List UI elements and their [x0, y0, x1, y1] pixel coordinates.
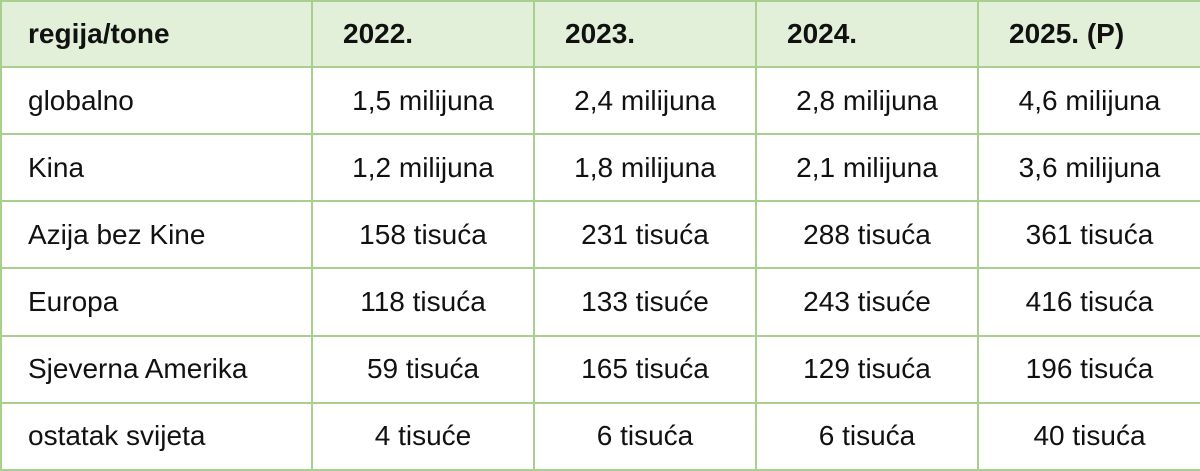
- value-cell: 6 tisuća: [755, 401, 979, 471]
- header-cell-region: regija/tone: [0, 0, 313, 68]
- value-cell: 2,8 milijuna: [755, 65, 979, 136]
- value-cell: 4,6 milijuna: [977, 65, 1200, 136]
- region-cell: Kina: [0, 133, 313, 203]
- table-row: Azija bez Kine 158 tisuća 231 tisuća 288…: [0, 200, 1200, 270]
- value-cell: 118 tisuća: [311, 267, 535, 337]
- value-cell: 2,4 milijuna: [533, 65, 757, 136]
- table-header: regija/tone 2022. 2023. 2024. 2025. (P): [0, 0, 1200, 68]
- table-row: Kina 1,2 milijuna 1,8 milijuna 2,1 milij…: [0, 133, 1200, 203]
- value-cell: 243 tisuće: [755, 267, 979, 337]
- header-cell-2024: 2024.: [755, 0, 979, 68]
- value-cell: 59 tisuća: [311, 334, 535, 404]
- table-row: Europa 118 tisuća 133 tisuće 243 tisuće …: [0, 267, 1200, 337]
- value-cell: 1,8 milijuna: [533, 133, 757, 203]
- table-row: Sjeverna Amerika 59 tisuća 165 tisuća 12…: [0, 334, 1200, 404]
- value-cell: 361 tisuća: [977, 200, 1200, 270]
- value-cell: 288 tisuća: [755, 200, 979, 270]
- table-row: ostatak svijeta 4 tisuće 6 tisuća 6 tisu…: [0, 401, 1200, 471]
- header-cell-2022: 2022.: [311, 0, 535, 68]
- value-cell: 196 tisuća: [977, 334, 1200, 404]
- region-cell: Sjeverna Amerika: [0, 334, 313, 404]
- region-cell: Azija bez Kine: [0, 200, 313, 270]
- header-cell-2025: 2025. (P): [977, 0, 1200, 68]
- value-cell: 231 tisuća: [533, 200, 757, 270]
- value-cell: 416 tisuća: [977, 267, 1200, 337]
- value-cell: 165 tisuća: [533, 334, 757, 404]
- value-cell: 158 tisuća: [311, 200, 535, 270]
- value-cell: 133 tisuće: [533, 267, 757, 337]
- header-cell-2023: 2023.: [533, 0, 757, 68]
- value-cell: 1,5 milijuna: [311, 65, 535, 136]
- region-cell: globalno: [0, 65, 313, 136]
- region-cell: ostatak svijeta: [0, 401, 313, 471]
- value-cell: 1,2 milijuna: [311, 133, 535, 203]
- value-cell: 2,1 milijuna: [755, 133, 979, 203]
- value-cell: 4 tisuće: [311, 401, 535, 471]
- region-cell: Europa: [0, 267, 313, 337]
- table-row: globalno 1,5 milijuna 2,4 milijuna 2,8 m…: [0, 65, 1200, 136]
- table-body: globalno 1,5 milijuna 2,4 milijuna 2,8 m…: [0, 65, 1200, 471]
- value-cell: 6 tisuća: [533, 401, 757, 471]
- value-cell: 129 tisuća: [755, 334, 979, 404]
- header-row: regija/tone 2022. 2023. 2024. 2025. (P): [0, 0, 1200, 68]
- value-cell: 3,6 milijuna: [977, 133, 1200, 203]
- value-cell: 40 tisuća: [977, 401, 1200, 471]
